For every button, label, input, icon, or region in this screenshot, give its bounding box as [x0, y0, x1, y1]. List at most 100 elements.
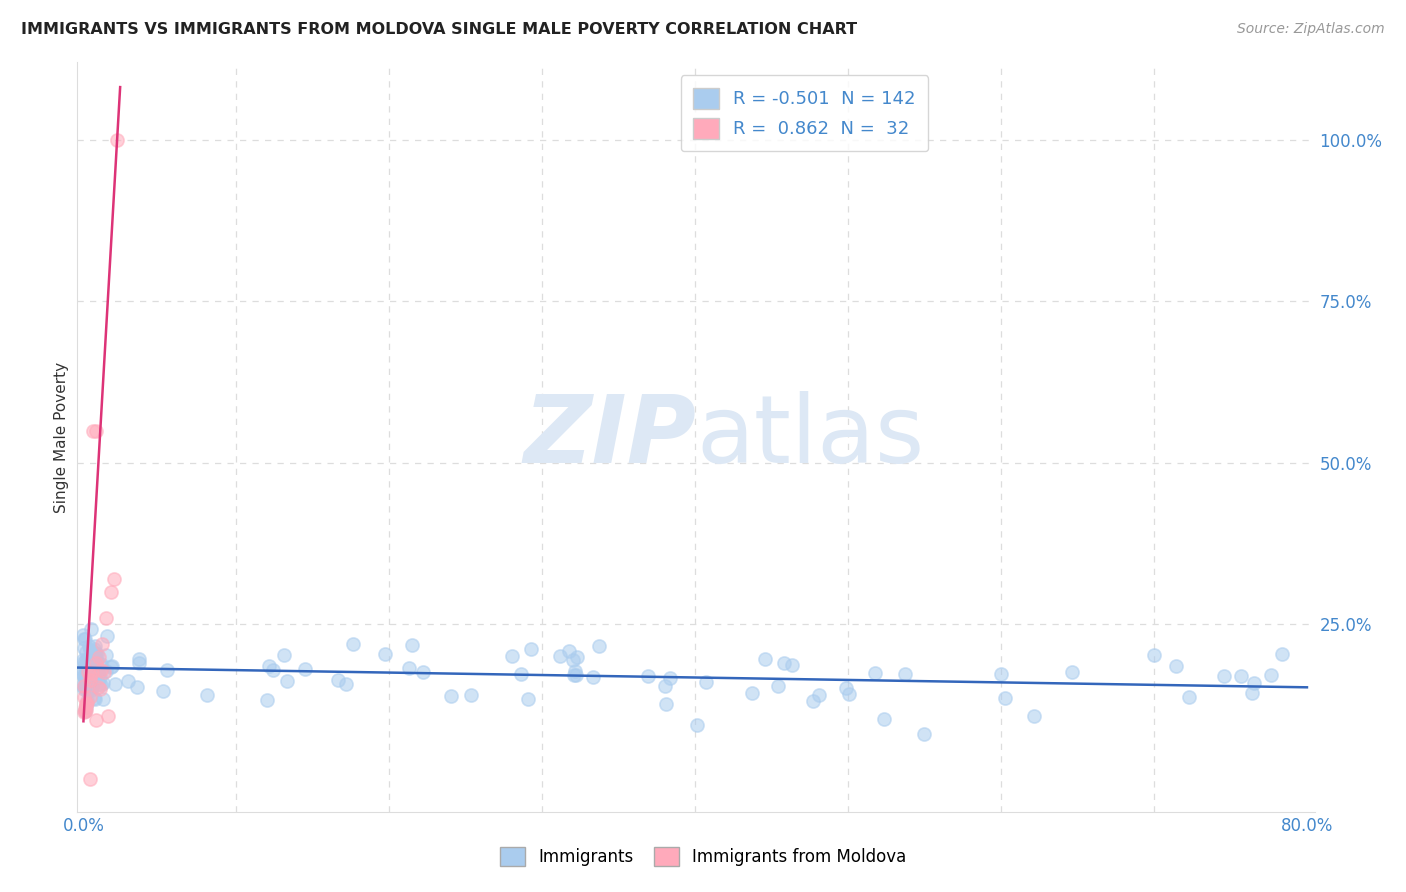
Point: [1062, 665, 1084, 680]
Point: [75, 700, 97, 714]
Point: [128, 656, 150, 670]
Point: [994, 691, 1017, 706]
Text: IMMIGRANTS VS IMMIGRANTS FROM MOLDOVA SINGLE MALE POVERTY CORRELATION CHART: IMMIGRANTS VS IMMIGRANTS FROM MOLDOVA SI…: [21, 22, 858, 37]
Point: [75, 667, 97, 681]
Point: [73, 641, 96, 656]
Point: [100, 660, 122, 674]
Text: Source: ZipAtlas.com: Source: ZipAtlas.com: [1237, 22, 1385, 37]
Point: [87, 665, 110, 679]
Point: [276, 674, 298, 689]
Point: [97, 709, 120, 723]
Point: [72, 669, 94, 683]
Point: [1143, 648, 1166, 663]
Point: [77, 639, 100, 653]
Point: [125, 680, 148, 694]
Point: [588, 639, 610, 653]
Point: [77, 657, 100, 672]
Point: [76, 670, 98, 684]
Point: [91, 675, 114, 690]
Point: [79, 690, 101, 705]
Point: [80, 678, 103, 692]
Point: [335, 677, 357, 691]
Point: [89, 682, 111, 697]
Point: [83, 652, 105, 666]
Text: ZIP: ZIP: [523, 391, 696, 483]
Point: [73, 655, 96, 669]
Point: [77, 665, 100, 680]
Point: [103, 572, 125, 586]
Point: [342, 637, 364, 651]
Point: [77, 656, 100, 670]
Point: [101, 659, 124, 673]
Point: [766, 679, 789, 693]
Point: [72, 628, 94, 642]
Point: [76, 703, 98, 717]
Point: [82, 667, 104, 681]
Legend: R = -0.501  N = 142, R =  0.862  N =  32: R = -0.501 N = 142, R = 0.862 N = 32: [681, 75, 928, 152]
Point: [912, 726, 935, 740]
Point: [128, 652, 150, 666]
Point: [401, 638, 423, 652]
Point: [80, 653, 103, 667]
Point: [75, 652, 97, 666]
Point: [294, 661, 316, 675]
Point: [780, 657, 803, 672]
Point: [83, 642, 105, 657]
Point: [94, 664, 117, 678]
Y-axis label: Single Male Poverty: Single Male Poverty: [53, 361, 69, 513]
Point: [460, 688, 482, 702]
Point: [195, 688, 218, 702]
Point: [562, 668, 585, 682]
Point: [741, 686, 763, 700]
Point: [84, 648, 107, 662]
Point: [80, 623, 103, 637]
Point: [83, 665, 105, 680]
Point: [79, 673, 101, 687]
Point: [84, 424, 107, 438]
Point: [76, 693, 98, 707]
Point: [87, 666, 110, 681]
Point: [1260, 668, 1282, 682]
Point: [73, 680, 96, 694]
Point: [80, 680, 103, 694]
Point: [84, 691, 107, 706]
Point: [76, 666, 98, 681]
Point: [561, 653, 583, 667]
Point: [90, 663, 112, 677]
Point: [72, 653, 94, 667]
Point: [75, 672, 97, 686]
Point: [96, 648, 118, 662]
Point: [73, 658, 96, 673]
Text: atlas: atlas: [696, 391, 924, 483]
Point: [398, 661, 420, 675]
Point: [79, 772, 101, 787]
Point: [773, 657, 796, 671]
Point: [262, 663, 284, 677]
Point: [273, 648, 295, 662]
Point: [73, 704, 96, 718]
Point: [73, 632, 96, 646]
Point: [72, 668, 94, 682]
Point: [90, 657, 112, 672]
Point: [637, 669, 659, 683]
Point: [807, 689, 830, 703]
Point: [695, 674, 717, 689]
Point: [76, 675, 98, 690]
Point: [77, 683, 100, 698]
Point: [73, 681, 96, 696]
Point: [1271, 647, 1294, 661]
Point: [567, 649, 589, 664]
Point: [520, 642, 543, 657]
Point: [1230, 668, 1253, 682]
Point: [73, 700, 96, 714]
Point: [84, 639, 107, 653]
Point: [117, 673, 139, 688]
Point: [565, 668, 588, 682]
Point: [655, 697, 678, 711]
Point: [990, 667, 1012, 681]
Point: [82, 424, 104, 438]
Point: [75, 681, 97, 696]
Point: [548, 648, 571, 663]
Point: [75, 697, 97, 711]
Point: [89, 670, 111, 684]
